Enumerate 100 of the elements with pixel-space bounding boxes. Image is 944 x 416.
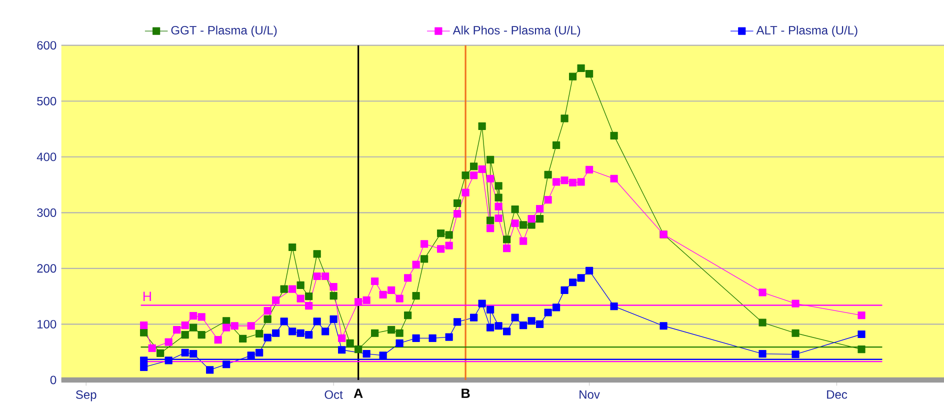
point: [362, 350, 370, 358]
point: [338, 334, 346, 342]
point: [470, 171, 478, 180]
ref-line-label: A: [354, 388, 363, 398]
point: [264, 315, 272, 323]
point: [462, 171, 470, 180]
point: [758, 350, 766, 358]
point: [173, 326, 181, 334]
point: [610, 302, 618, 310]
point: [230, 322, 238, 330]
point: [585, 166, 594, 174]
point: [486, 324, 494, 332]
point: [404, 311, 412, 320]
x-tick-label: Nov: [580, 390, 600, 399]
point: [544, 308, 552, 316]
point: [388, 326, 396, 334]
point: [296, 294, 304, 302]
point: [420, 240, 428, 248]
point: [478, 165, 486, 173]
point: [280, 318, 288, 326]
point: [256, 330, 264, 338]
point: [858, 330, 866, 338]
point: [239, 334, 247, 343]
point: [371, 277, 379, 286]
point: [792, 350, 800, 358]
point: [486, 224, 494, 232]
point: [858, 346, 866, 354]
point: [379, 290, 387, 298]
x-tick-label: Oct: [324, 390, 343, 399]
point: [502, 328, 511, 336]
legend-label: Alk Phos - Plasma (U/L): [452, 26, 580, 37]
point: [502, 244, 511, 252]
point: [660, 322, 668, 330]
point: [305, 302, 313, 310]
point: [190, 350, 198, 358]
y-tick-label: 400: [36, 152, 56, 162]
point: [577, 274, 585, 282]
point: [758, 318, 766, 326]
point: [354, 346, 362, 354]
point: [330, 292, 338, 300]
point: [404, 274, 412, 282]
point: [528, 317, 536, 325]
point: [568, 72, 577, 80]
point: [560, 286, 568, 294]
x-tick-label: Dec: [827, 390, 848, 399]
point: [536, 204, 544, 213]
point: [568, 278, 577, 286]
point: [264, 307, 272, 315]
point: [454, 199, 462, 207]
point: [346, 339, 354, 347]
point: [478, 122, 486, 130]
point: [494, 202, 502, 210]
point: [610, 174, 618, 182]
point: [494, 194, 502, 202]
point: [338, 346, 346, 354]
point: [585, 70, 594, 78]
y-tick-label: 600: [37, 41, 56, 50]
y-tick-label: 200: [37, 264, 56, 273]
point: [502, 236, 511, 244]
point: [470, 314, 478, 322]
point: [296, 329, 304, 337]
point: [494, 214, 502, 222]
point: [437, 229, 445, 238]
point: [190, 312, 198, 320]
point: [222, 324, 230, 332]
point: [280, 285, 288, 293]
point: [585, 266, 594, 274]
point: [313, 318, 321, 326]
point: [412, 334, 420, 342]
point: [140, 322, 148, 330]
point: [486, 306, 494, 314]
point: [494, 322, 502, 330]
x-tick-label: Sep: [76, 390, 96, 402]
point: [420, 255, 428, 263]
point: [428, 334, 436, 342]
point: [264, 334, 272, 342]
point: [181, 348, 189, 356]
point: [313, 250, 321, 258]
point: [371, 329, 379, 337]
point: [486, 216, 494, 224]
point: [470, 162, 478, 170]
y-tick-label: 100: [38, 320, 56, 328]
point: [454, 210, 462, 218]
point: [140, 363, 148, 371]
point: [412, 292, 420, 300]
point: [330, 315, 338, 323]
point: [181, 331, 189, 339]
point: [486, 156, 494, 164]
point: [528, 214, 536, 223]
point: [296, 281, 304, 289]
y-tick-label: 0: [50, 376, 56, 384]
point: [288, 243, 296, 252]
point: [396, 329, 404, 337]
ref-line-label: B: [462, 388, 470, 398]
point: [354, 298, 362, 306]
ref-line-label: H: [143, 292, 151, 301]
point: [568, 178, 577, 186]
point: [519, 221, 528, 229]
point: [247, 352, 255, 360]
point: [222, 317, 230, 325]
